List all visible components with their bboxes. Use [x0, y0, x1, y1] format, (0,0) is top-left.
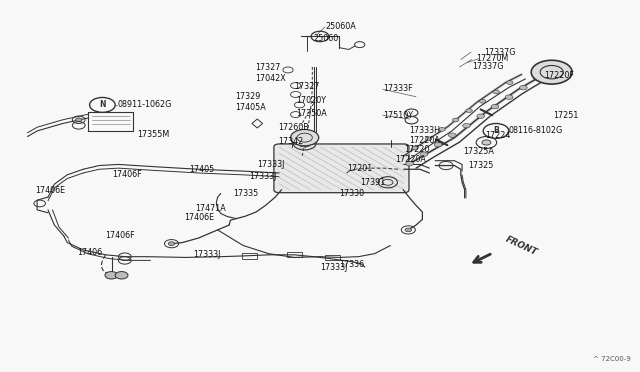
Text: 17042X: 17042X — [255, 74, 285, 83]
Text: FRONT: FRONT — [504, 235, 539, 257]
Circle shape — [439, 128, 445, 131]
Text: 17336: 17336 — [339, 260, 364, 269]
FancyBboxPatch shape — [274, 144, 409, 193]
Text: 25060A: 25060A — [325, 22, 356, 31]
Circle shape — [168, 242, 175, 246]
Circle shape — [479, 99, 486, 103]
Text: 17260B: 17260B — [278, 123, 309, 132]
Circle shape — [534, 76, 541, 80]
Circle shape — [466, 109, 472, 112]
Text: 17201: 17201 — [348, 164, 372, 173]
Text: 17335: 17335 — [233, 189, 258, 198]
Circle shape — [463, 124, 470, 128]
Text: 17327: 17327 — [294, 82, 320, 91]
Text: 17333J: 17333J — [257, 160, 285, 169]
Text: 17333J: 17333J — [193, 250, 221, 259]
Text: 17391: 17391 — [360, 178, 385, 187]
Text: 17337G: 17337G — [484, 48, 515, 57]
Text: 08911-1062G: 08911-1062G — [117, 100, 172, 109]
Circle shape — [491, 105, 499, 109]
Text: 17333H: 17333H — [410, 126, 440, 135]
Text: 17251: 17251 — [554, 111, 579, 120]
Bar — [242, 253, 257, 259]
Circle shape — [477, 114, 484, 118]
Text: 17406E: 17406E — [35, 186, 65, 195]
Text: 17406: 17406 — [77, 248, 102, 257]
Text: 17406F: 17406F — [112, 170, 141, 179]
Text: 17329: 17329 — [236, 92, 261, 101]
Text: 17333J: 17333J — [250, 172, 277, 181]
Circle shape — [452, 118, 459, 122]
Text: 17405: 17405 — [189, 165, 214, 174]
Text: 17220A: 17220A — [410, 136, 440, 145]
Text: N: N — [99, 100, 106, 109]
Text: 17333J: 17333J — [320, 263, 348, 272]
Circle shape — [105, 272, 118, 279]
Text: 17220: 17220 — [404, 145, 430, 154]
Text: 17333F: 17333F — [383, 84, 412, 93]
Text: 17510Y: 17510Y — [383, 111, 413, 120]
Text: 17224: 17224 — [485, 131, 511, 140]
Text: 17020Y: 17020Y — [296, 96, 326, 105]
Text: 17270M: 17270M — [476, 54, 508, 63]
Text: 17337G: 17337G — [472, 62, 503, 71]
Text: B: B — [493, 126, 499, 135]
Text: 17327: 17327 — [255, 63, 280, 72]
Circle shape — [507, 81, 513, 84]
Bar — [325, 255, 340, 260]
Text: 08116-8102G: 08116-8102G — [508, 126, 563, 135]
Text: 17325: 17325 — [468, 161, 494, 170]
Circle shape — [493, 90, 499, 94]
Text: 17220F: 17220F — [544, 71, 574, 80]
Circle shape — [434, 142, 442, 147]
Circle shape — [420, 152, 428, 156]
Circle shape — [115, 272, 128, 279]
Circle shape — [449, 133, 456, 137]
Text: 17325A: 17325A — [463, 147, 494, 155]
Circle shape — [482, 140, 491, 145]
Circle shape — [520, 86, 527, 90]
Text: 17406E: 17406E — [184, 213, 214, 222]
Text: 17355M: 17355M — [138, 130, 170, 139]
Text: ^ 72C00-9: ^ 72C00-9 — [593, 356, 630, 362]
Circle shape — [405, 228, 412, 232]
Circle shape — [406, 161, 413, 166]
Bar — [287, 252, 302, 257]
Text: 17330: 17330 — [339, 189, 364, 198]
Circle shape — [291, 129, 319, 146]
Text: 17220A: 17220A — [396, 155, 426, 164]
Circle shape — [426, 137, 432, 141]
Circle shape — [76, 118, 82, 122]
Text: 17471A: 17471A — [195, 204, 226, 213]
Text: 17350A: 17350A — [296, 109, 326, 118]
Circle shape — [412, 146, 419, 150]
Circle shape — [531, 60, 572, 84]
Circle shape — [506, 95, 513, 99]
Text: 25060: 25060 — [314, 34, 339, 43]
Text: 17342: 17342 — [278, 137, 303, 146]
Text: 17406F: 17406F — [106, 231, 135, 240]
Text: 17405A: 17405A — [236, 103, 266, 112]
